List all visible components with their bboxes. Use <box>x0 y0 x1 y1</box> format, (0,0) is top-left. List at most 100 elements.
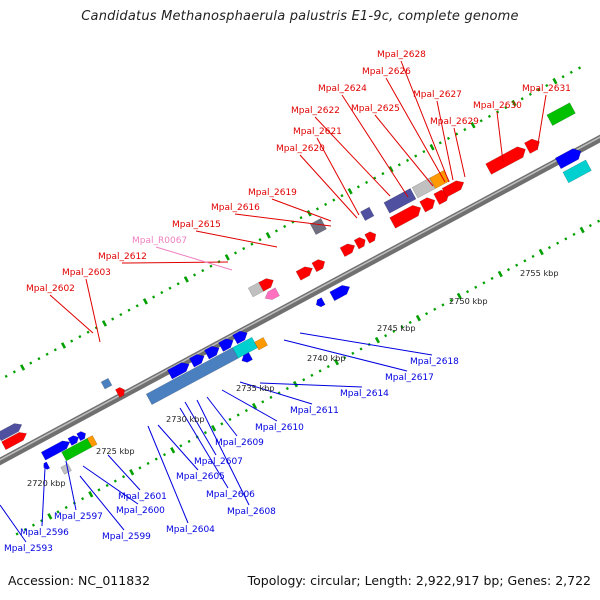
gene-shape <box>295 266 313 281</box>
gene-feature <box>339 243 356 257</box>
gene-label-reverse: Mpal_2597 <box>54 512 103 522</box>
tick-reverse <box>228 417 232 421</box>
tick-forward <box>258 238 262 242</box>
gene-feature <box>311 259 326 273</box>
gene-feature <box>353 237 366 250</box>
tick-forward <box>577 66 582 70</box>
tick-reverse <box>56 510 60 514</box>
gene-feature <box>546 102 576 126</box>
leader-line <box>65 460 77 511</box>
gene-label-reverse: Mpal_2608 <box>227 507 276 517</box>
tick-reverse <box>415 314 421 322</box>
tick-forward <box>545 83 549 88</box>
gene-label-reverse: Mpal_2617 <box>385 373 434 383</box>
gene-shape <box>189 354 205 368</box>
gene-shape <box>0 423 23 442</box>
tick-forward <box>53 348 57 352</box>
gene-shape <box>546 102 576 126</box>
tick-reverse <box>474 285 478 289</box>
tick-forward <box>446 136 450 140</box>
gene-shape <box>145 347 239 405</box>
tick-forward <box>283 224 287 229</box>
scale-label: 2720 kbp <box>27 478 66 488</box>
gene-feature <box>60 463 72 475</box>
tick-reverse <box>482 281 486 285</box>
tick-forward <box>528 92 532 96</box>
gene-feature <box>485 146 526 175</box>
tick-forward <box>168 286 172 290</box>
leader-line <box>496 111 504 163</box>
gene-label-forward: Mpal_2626 <box>362 67 411 77</box>
leader-line <box>536 94 547 151</box>
label-leader-lines <box>0 60 547 543</box>
tick-reverse <box>515 263 519 267</box>
tick-forward <box>176 282 180 286</box>
genome-backbone <box>0 134 600 466</box>
tick-reverse <box>47 513 53 520</box>
tick-reverse <box>506 268 511 272</box>
scale-label: 2755 kbp <box>520 268 559 278</box>
tick-forward <box>381 172 385 176</box>
gene-label-reverse: Mpal_2604 <box>166 525 215 535</box>
scale-label: 2750 kbp <box>449 296 488 306</box>
gene-feature <box>241 352 253 363</box>
tick-reverse <box>64 505 68 510</box>
tick-forward <box>299 216 303 220</box>
gene-label-forward: Mpal_2602 <box>26 284 75 294</box>
tick-forward <box>101 320 108 327</box>
gene-shape <box>383 188 417 214</box>
tick-reverse <box>236 413 240 417</box>
tick-forward <box>470 121 476 129</box>
tick-reverse <box>343 356 347 360</box>
tick-reverse <box>359 347 363 351</box>
tick-reverse <box>547 246 551 250</box>
tick-forward <box>135 304 139 308</box>
leader-line <box>234 213 332 227</box>
leader-line <box>271 198 332 222</box>
scale-label: 2735 kbp <box>236 383 275 393</box>
leader-line <box>400 60 450 183</box>
tick-forward <box>373 176 377 180</box>
tick-reverse <box>374 336 381 344</box>
tick-reverse <box>203 431 207 435</box>
gene-label-forward: Mpal_2628 <box>377 50 426 60</box>
leader-line <box>49 294 94 334</box>
tick-reverse <box>433 307 437 311</box>
gene-feature <box>76 431 86 442</box>
gene-label-forward: Mpal_2631 <box>522 84 571 94</box>
gene-feature <box>429 170 450 189</box>
gene-feature <box>167 362 190 380</box>
leader-line <box>157 424 199 471</box>
tick-reverse <box>333 358 340 366</box>
tick-forward <box>86 330 90 334</box>
tick-forward <box>324 202 328 207</box>
gene-shape <box>100 377 113 390</box>
gene-shape <box>258 278 274 292</box>
gene-shape <box>364 231 377 244</box>
tick-reverse <box>146 461 150 466</box>
tick-forward <box>250 242 254 246</box>
tick-reverse <box>572 232 576 236</box>
tick-reverse <box>81 497 85 501</box>
gene-shape <box>311 259 326 273</box>
tick-reverse <box>490 276 494 281</box>
gene-feature <box>86 435 98 448</box>
leader-line <box>221 389 278 422</box>
gene-feature <box>100 377 113 390</box>
tick-reverse <box>244 409 248 413</box>
tick-reverse <box>449 298 453 303</box>
leader-line <box>206 396 238 437</box>
gene-shape <box>524 138 540 154</box>
gene-label-forward: Mpal_2616 <box>211 203 260 213</box>
tick-forward <box>193 273 197 277</box>
tick-forward <box>504 105 508 110</box>
leader-line <box>82 465 139 505</box>
tick-forward <box>569 70 573 74</box>
gene-feature <box>419 197 436 213</box>
gene-feature <box>232 330 248 345</box>
tick-reverse <box>302 378 306 382</box>
gene-shape <box>419 197 436 213</box>
gene-feature <box>189 354 205 368</box>
leader-line <box>374 114 434 187</box>
tick-reverse <box>15 532 19 536</box>
